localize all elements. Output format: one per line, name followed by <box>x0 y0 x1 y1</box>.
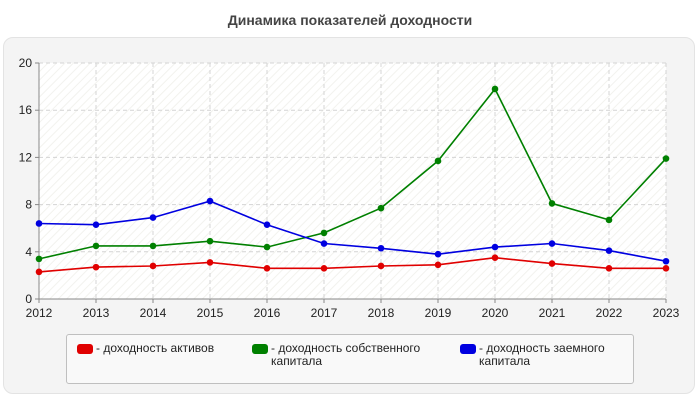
data-point <box>662 265 670 272</box>
data-point <box>320 265 328 272</box>
legend-item-assets: - доходность активов <box>77 342 247 355</box>
data-point <box>605 265 613 272</box>
data-point <box>206 197 214 205</box>
legend-swatch-assets <box>77 344 93 354</box>
plot-area <box>39 63 666 299</box>
legend-swatch-equity <box>252 344 268 354</box>
series-line <box>38 256 666 273</box>
data-point <box>548 260 556 267</box>
x-tick-label: 2021 <box>539 306 566 320</box>
x-tick-label: 2020 <box>482 306 509 320</box>
data-point <box>92 263 100 271</box>
series-line <box>38 200 667 262</box>
data-point <box>377 204 385 212</box>
y-tick-label: 0 <box>25 292 32 306</box>
y-tick-label: 16 <box>19 103 33 117</box>
data-point <box>92 242 100 250</box>
series-line <box>38 87 667 260</box>
data-point <box>548 200 556 207</box>
series-1 <box>35 85 670 263</box>
legend-swatch-debt <box>460 344 476 354</box>
y-tick-label: 8 <box>25 198 32 212</box>
data-point <box>263 265 271 272</box>
data-point <box>149 262 157 270</box>
x-tick-label: 2015 <box>197 306 224 320</box>
chart-legend: - доходность активов - доходность собств… <box>66 334 634 384</box>
legend-item-debt: - доходность заемного капитала <box>460 342 625 368</box>
legend-label-assets: - доходность активов <box>96 341 215 355</box>
legend-label-equity: - доходность собственного капитала <box>271 341 421 368</box>
data-point <box>263 221 271 228</box>
series-lines <box>35 85 670 276</box>
data-point <box>434 261 442 269</box>
legend-item-equity: - доходность собственного капитала <box>252 342 447 368</box>
data-point <box>548 240 556 247</box>
series-2 <box>35 197 670 265</box>
x-tick-label: 2014 <box>140 306 167 320</box>
data-point <box>434 157 442 165</box>
data-point <box>35 268 43 276</box>
data-point <box>92 221 100 228</box>
x-tick-label: 2022 <box>596 306 623 320</box>
data-point <box>605 247 613 254</box>
y-tick-label: 20 <box>19 56 33 70</box>
series-0 <box>35 254 670 276</box>
x-tick-label: 2016 <box>254 306 281 320</box>
data-point <box>263 243 271 251</box>
data-point <box>377 244 385 252</box>
x-tick-label: 2018 <box>368 306 395 320</box>
x-tick-label: 2013 <box>83 306 110 320</box>
legend-label-debt: - доходность заемного капитала <box>479 341 605 368</box>
data-point <box>320 229 328 237</box>
x-tick-label: 2019 <box>425 306 452 320</box>
data-point <box>35 220 43 227</box>
tick-labels: 0 4 8 12 16 20 2012 2013 2014 2015 2016 2017 2018 201… <box>19 56 680 320</box>
data-point <box>491 243 499 251</box>
data-point <box>377 262 385 270</box>
chart-title: Динамика показателей доходности <box>227 12 473 28</box>
data-point <box>149 214 157 221</box>
x-tick-label: 2017 <box>311 306 338 320</box>
x-tick-label: 2012 <box>26 306 53 320</box>
data-point <box>206 237 214 245</box>
data-point <box>491 254 499 261</box>
data-point <box>662 257 670 265</box>
data-point <box>662 155 670 162</box>
data-point <box>320 240 328 247</box>
y-tick-label: 4 <box>25 245 32 259</box>
data-point <box>491 85 499 93</box>
data-point <box>206 259 214 266</box>
data-point <box>149 242 157 250</box>
data-point <box>434 250 442 258</box>
x-tick-label: 2023 <box>653 306 680 320</box>
data-point <box>605 216 613 224</box>
data-point <box>35 255 43 263</box>
y-tick-label: 12 <box>19 150 33 164</box>
